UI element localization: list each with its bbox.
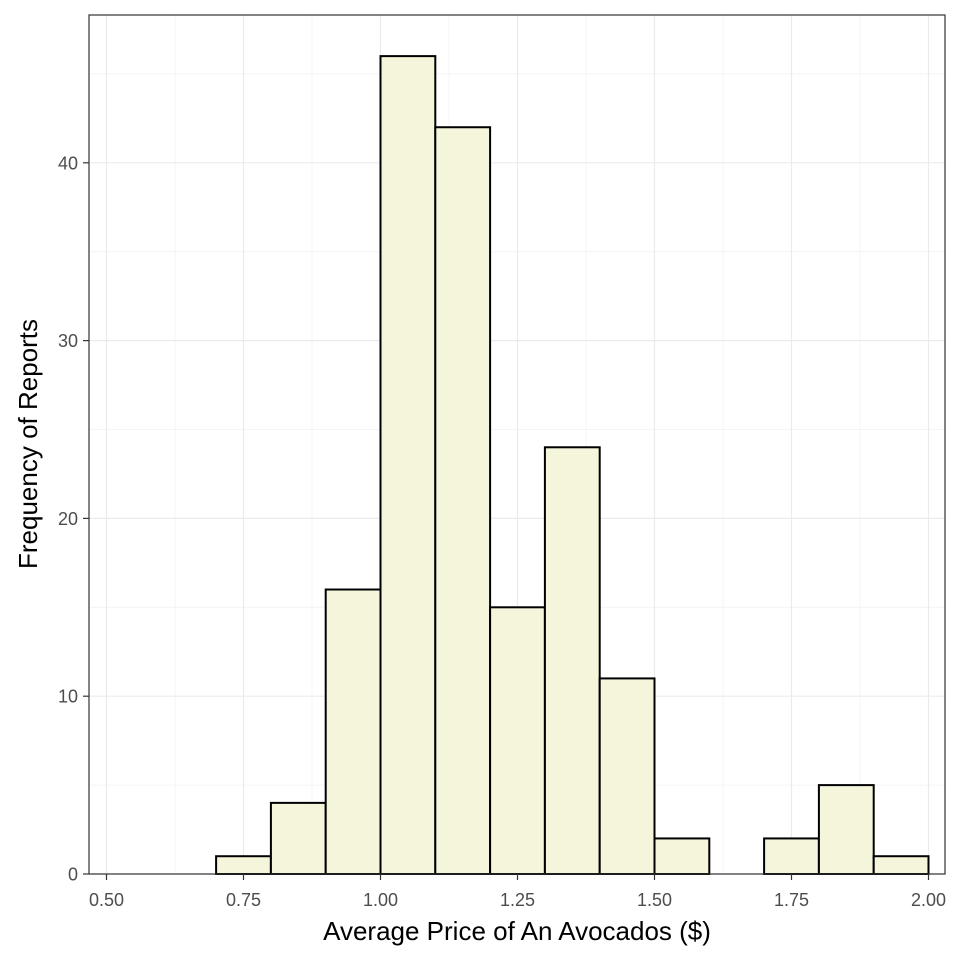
histogram-bar — [215, 855, 272, 875]
histogram-bars — [215, 55, 930, 876]
y-axis-title: Frequency of Reports — [13, 319, 43, 569]
x-tick-label: 0.75 — [226, 890, 261, 910]
y-tick-label: 20 — [58, 509, 78, 529]
y-tick-label: 30 — [58, 331, 78, 351]
x-tick-label: 1.00 — [363, 890, 398, 910]
histogram-bar — [543, 446, 601, 875]
y-tick-label: 10 — [58, 687, 78, 707]
y-tick-label: 0 — [68, 865, 78, 885]
histogram-bar — [763, 837, 820, 876]
histogram-bar — [817, 784, 875, 875]
histogram-bar — [653, 837, 711, 876]
x-tick-label: 1.75 — [774, 890, 809, 910]
histogram-bar — [489, 606, 546, 875]
y-axis-ticks: 0 10 20 30 40 — [58, 153, 89, 885]
histogram-bar — [324, 588, 382, 876]
x-tick-label: 0.50 — [89, 890, 124, 910]
histogram-bar — [269, 801, 327, 876]
x-tick-label: 2.00 — [911, 890, 946, 910]
histogram-bar — [598, 677, 656, 875]
x-axis-ticks: 0.50 0.75 1.00 1.25 1.50 1.75 2.00 — [89, 874, 946, 910]
x-axis-title: Average Price of An Avocados ($) — [323, 916, 711, 946]
x-tick-label: 1.25 — [500, 890, 535, 910]
histogram-bar — [379, 55, 437, 876]
y-tick-label: 40 — [58, 153, 78, 173]
histogram-bar — [434, 126, 492, 876]
histogram-bar — [872, 855, 930, 875]
x-tick-label: 1.50 — [637, 890, 672, 910]
